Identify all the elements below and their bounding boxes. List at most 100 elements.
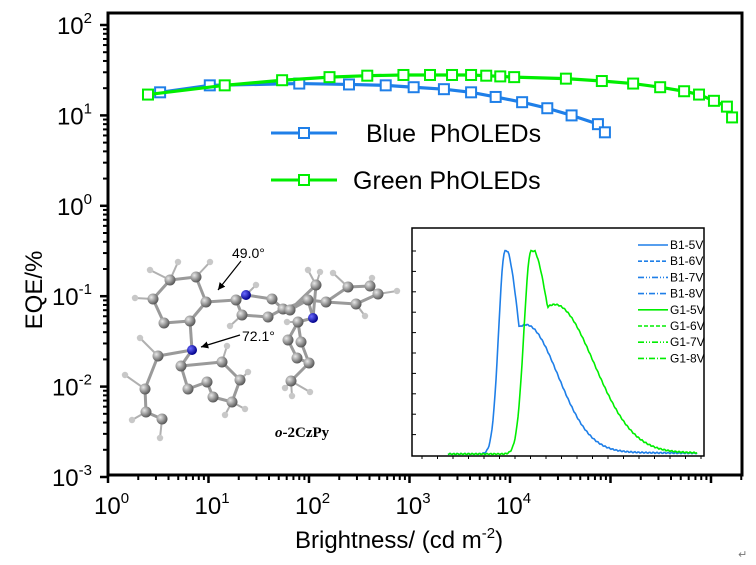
- inset-legend-label: B1-5V: [670, 238, 703, 252]
- inset-legend-label: G1-8V: [670, 351, 705, 365]
- carbon-atom: [147, 293, 159, 305]
- data-point: [627, 77, 640, 90]
- data-point: [276, 74, 289, 87]
- hydrogen-atom: [226, 322, 234, 330]
- carbon-atom: [291, 352, 303, 364]
- data-point: [720, 100, 733, 113]
- y-tick-label: 101: [57, 100, 92, 130]
- inset-legend-item: B1-6V: [638, 254, 703, 268]
- legend-marker: [298, 174, 310, 186]
- angle-1-arrow: [217, 260, 242, 291]
- hydrogen-atom: [304, 266, 312, 274]
- series-line: [147, 73, 734, 119]
- x-tick-label: 100: [94, 490, 129, 520]
- hydrogen-atom: [136, 334, 144, 342]
- inset-legend-item: G1-7V: [638, 335, 705, 349]
- x-axis-title-close: ): [495, 527, 503, 554]
- data-point: [361, 69, 374, 82]
- y-tick-exp: 1: [84, 100, 92, 117]
- hydrogen-atom: [244, 368, 252, 376]
- nitrogen-atom: [308, 313, 318, 323]
- data-point: [565, 109, 578, 122]
- nitrogen-atom: [241, 290, 251, 300]
- inset-legend-item: B1-7V: [638, 270, 703, 284]
- hydrogen-atom: [156, 434, 164, 442]
- legend-label: Blue PhOLEDs: [366, 120, 541, 148]
- data-point: [598, 126, 611, 139]
- main-legend: Blue PhOLEDs Green PhOLEDs: [271, 120, 541, 195]
- y-tick-label: 10-2: [52, 372, 92, 402]
- data-point: [342, 78, 355, 91]
- carbon-atom: [216, 356, 228, 368]
- data-point: [541, 102, 554, 115]
- molecule-name-rest: -2CzPy: [283, 425, 330, 441]
- inset-legend-label: G1-5V: [670, 303, 705, 317]
- y-axis-title: EQE/%: [21, 251, 48, 330]
- y-tick-base: 10: [52, 375, 79, 402]
- inset-legend-label: B1-7V: [670, 270, 703, 284]
- carbon-atom: [285, 375, 297, 387]
- x-tick-label: 101: [195, 490, 230, 520]
- data-point: [323, 71, 336, 84]
- carbon-atom: [152, 350, 164, 362]
- data-point: [707, 94, 720, 107]
- x-tick-base: 10: [94, 493, 121, 520]
- data-point: [489, 90, 502, 103]
- molecule-bond: [311, 284, 318, 319]
- inset-spectra-chart: B1-5V B1-6V B1-7V B1-8V G1-5V G1-6V G1-7V G1-8V: [411, 227, 705, 459]
- y-tick-base: 10: [52, 465, 79, 492]
- molecule-bond: [180, 360, 223, 368]
- inset-legend: B1-5V B1-6V B1-7V B1-8V G1-5V G1-6V G1-7V G1-8V: [638, 238, 705, 365]
- molecule-bond: [157, 348, 193, 358]
- y-tick-base: 10: [57, 194, 84, 221]
- data-point: [424, 68, 437, 81]
- y-tick-exp: -1: [79, 281, 92, 298]
- carbon-atom: [266, 293, 278, 305]
- x-axis-title: Brightness/ (cd m-2): [295, 525, 503, 554]
- hydrogen-atom: [288, 392, 296, 400]
- nitrogen-atom: [187, 345, 197, 355]
- molecule-name-label: o-2CzPy: [275, 425, 330, 441]
- angle-2-label: 72.1°: [242, 328, 275, 344]
- hydrogen-atom: [393, 287, 401, 295]
- data-point: [407, 81, 420, 94]
- legend-item: Green PhOLEDs: [271, 167, 541, 195]
- inset-legend-label: B1-6V: [670, 254, 703, 268]
- x-tick-label: 103: [396, 490, 431, 520]
- x-tick-base: 10: [195, 493, 222, 520]
- data-point: [516, 96, 529, 109]
- inset-legend-item: B1-5V: [638, 238, 703, 252]
- carbon-atom: [158, 317, 170, 329]
- molecule-bond: [143, 355, 160, 390]
- inset-legend-label: B1-8V: [670, 287, 703, 301]
- carbon-atom: [303, 357, 315, 369]
- hydrogen-atom: [128, 416, 136, 424]
- inset-legend-label: G1-7V: [670, 335, 705, 349]
- y-tick-exp: 2: [84, 10, 92, 27]
- carbon-atom: [284, 304, 296, 316]
- x-tick-exp: 1: [221, 490, 229, 507]
- hydrogen-atom: [361, 312, 369, 320]
- carbon-atom: [182, 383, 194, 395]
- carbon-atom: [282, 334, 294, 346]
- hydrogen-atom: [206, 258, 214, 266]
- carbon-atom: [207, 391, 219, 403]
- carbon-atom: [372, 288, 384, 300]
- hydrogen-atom: [241, 405, 249, 413]
- data-point: [397, 68, 410, 81]
- carbon-atom: [139, 383, 151, 395]
- inset-legend-item: G1-8V: [638, 351, 705, 365]
- carbon-atom: [230, 294, 242, 306]
- carbon-atom: [190, 271, 202, 283]
- inset-green-spectrum: [447, 249, 698, 456]
- y-tick-label: 10-1: [52, 281, 92, 311]
- x-tick-exp: 3: [422, 490, 430, 507]
- data-point: [218, 79, 231, 92]
- hydrogen-atom: [283, 318, 291, 326]
- inset-legend-item: G1-6V: [638, 319, 705, 333]
- x-tick-exp: 4: [523, 490, 531, 507]
- hydrogen-atom: [121, 371, 129, 379]
- legend-label: Green PhOLEDs: [353, 167, 541, 195]
- hydrogen-atom: [329, 269, 337, 277]
